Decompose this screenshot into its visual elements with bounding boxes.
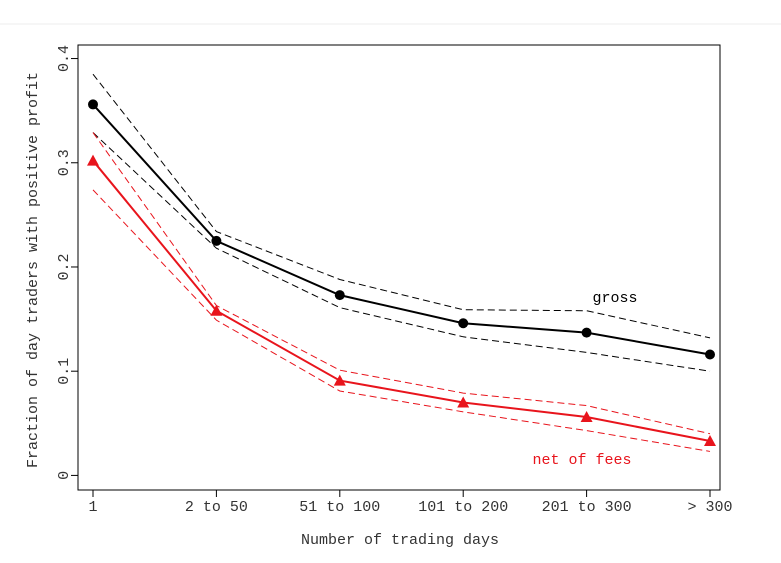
x-tick-label: 2 to 50	[185, 499, 248, 516]
x-axis-title: Number of trading days	[301, 532, 499, 549]
point	[211, 235, 222, 246]
y-tick-label: 0.3	[56, 149, 73, 176]
series-label: gross	[592, 290, 637, 307]
point	[704, 435, 716, 447]
x-tick-label: > 300	[687, 499, 732, 516]
x-tick-label: 51 to 100	[299, 499, 380, 516]
confidence-bound	[92, 189, 711, 452]
point	[581, 327, 592, 338]
confidence-bound	[92, 132, 711, 372]
point	[334, 290, 345, 301]
point	[210, 304, 223, 316]
point	[457, 396, 470, 408]
series-line	[92, 103, 711, 356]
x-tick-label: 101 to 200	[418, 499, 508, 516]
y-tick-label: 0.2	[56, 253, 73, 280]
point	[333, 374, 346, 386]
series-label: net of fees	[532, 452, 631, 469]
series-line	[92, 160, 711, 443]
x-tick-label: 201 to 300	[542, 499, 632, 516]
confidence-bound	[92, 73, 711, 339]
point	[87, 154, 99, 166]
point	[705, 349, 715, 360]
y-tick-label: 0.1	[56, 358, 73, 385]
confidence-bound	[92, 132, 711, 435]
point	[88, 99, 98, 110]
y-tick-label: 0	[56, 471, 73, 480]
x-tick-label: 1	[88, 499, 97, 516]
point	[458, 318, 469, 329]
plot-frame	[77, 44, 721, 491]
point	[580, 411, 593, 423]
y-tick-label: 0.4	[56, 45, 73, 72]
y-axis-title: Fraction of day traders with positive pr…	[25, 72, 42, 468]
